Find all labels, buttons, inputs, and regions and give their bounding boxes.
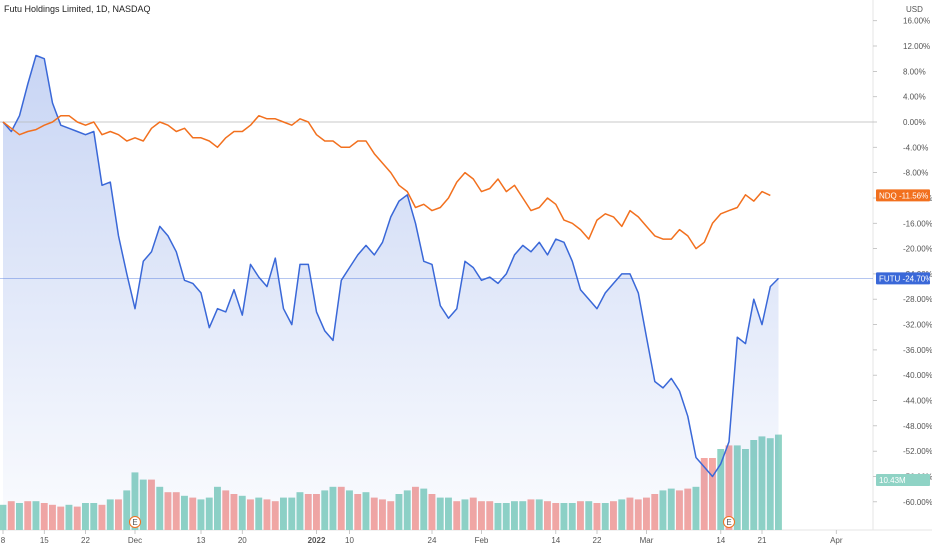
- chart-title: Futu Holdings Limited, 1D, NASDAQ: [4, 4, 151, 14]
- x-tick-label: 21: [758, 536, 767, 545]
- badge-background: [876, 189, 930, 202]
- series-line-ndq: [2, 114, 771, 250]
- earnings-marker: E: [129, 516, 141, 528]
- x-tick-label: 20: [238, 536, 247, 545]
- badge-futu: FUTU -24.70%: [876, 272, 932, 285]
- x-tick-label: 13: [197, 536, 206, 545]
- x-axis: 8 15 22 Dec 13 20 2022 10 24 Feb 14 22 Mar 14 21 Apr: [1, 530, 843, 545]
- futu-area-fill: [3, 55, 779, 530]
- y-tick-label: -52.00%: [903, 447, 932, 456]
- y-tick-label: -40.00%: [903, 371, 932, 380]
- y-tick-label: 12.00%: [903, 42, 930, 51]
- x-tick-label: 10: [345, 536, 354, 545]
- y-tick-label: -48.00%: [903, 422, 932, 431]
- y-tick-label: 8.00%: [903, 67, 926, 76]
- earnings-marker-label: E: [726, 518, 731, 527]
- y-tick-label: -8.00%: [903, 169, 928, 178]
- futu-area: [3, 55, 779, 530]
- y-tick-label: -32.00%: [903, 321, 932, 330]
- last-value-badges: FUTU -24.70% NDQ -11.56% 10.43M: [876, 189, 932, 486]
- currency-label[interactable]: USD: [906, 5, 923, 14]
- y-tick-label: 4.00%: [903, 93, 926, 102]
- x-tick-label: 14: [551, 536, 560, 545]
- x-tick-label: 8: [1, 536, 6, 545]
- x-tick-label: Dec: [128, 536, 142, 545]
- series-lines[interactable]: [2, 54, 780, 478]
- earnings-marker-label: E: [132, 518, 137, 527]
- badge-text: NDQ -11.56%: [879, 191, 928, 200]
- badge-ndq: NDQ -11.56%: [876, 189, 930, 202]
- y-tick-label: -20.00%: [903, 245, 932, 254]
- badge-background: [876, 474, 930, 486]
- x-tick-label: 22: [81, 536, 90, 545]
- y-axis: 16.00% 12.00% 8.00% 4.00% 0.00% -4.00% -8.00% -…: [873, 17, 932, 507]
- earnings-marker: E: [723, 516, 735, 528]
- x-tick-label: 2022: [308, 536, 326, 545]
- x-tick-label: Feb: [475, 536, 489, 545]
- y-tick-label: -28.00%: [903, 295, 932, 304]
- earnings-marker-circle: [129, 516, 141, 528]
- y-tick-label: -44.00%: [903, 397, 932, 406]
- badge-volume: 10.43M: [876, 474, 930, 486]
- volume-level-label: 10.43M: [879, 476, 906, 485]
- y-tick-label: -36.00%: [903, 346, 932, 355]
- y-tick-label: 0.00%: [903, 118, 926, 127]
- y-tick-label: -4.00%: [903, 143, 928, 152]
- series-line-futu: [2, 54, 780, 478]
- zero-line: [0, 121, 873, 279]
- x-tick-label: 14: [716, 536, 725, 545]
- badge-background: [876, 272, 930, 285]
- x-tick-label: Apr: [830, 536, 843, 545]
- x-tick-label: 15: [40, 536, 49, 545]
- badge-text: FUTU -24.70%: [879, 274, 932, 283]
- x-tick-label: Mar: [640, 536, 654, 545]
- y-tick-label: -16.00%: [903, 219, 932, 228]
- x-tick-label: 24: [428, 536, 437, 545]
- earnings-marker-circle: [723, 516, 735, 528]
- y-tick-label: 16.00%: [903, 17, 930, 26]
- y-tick-label: -60.00%: [903, 498, 932, 507]
- x-tick-label: 22: [593, 536, 602, 545]
